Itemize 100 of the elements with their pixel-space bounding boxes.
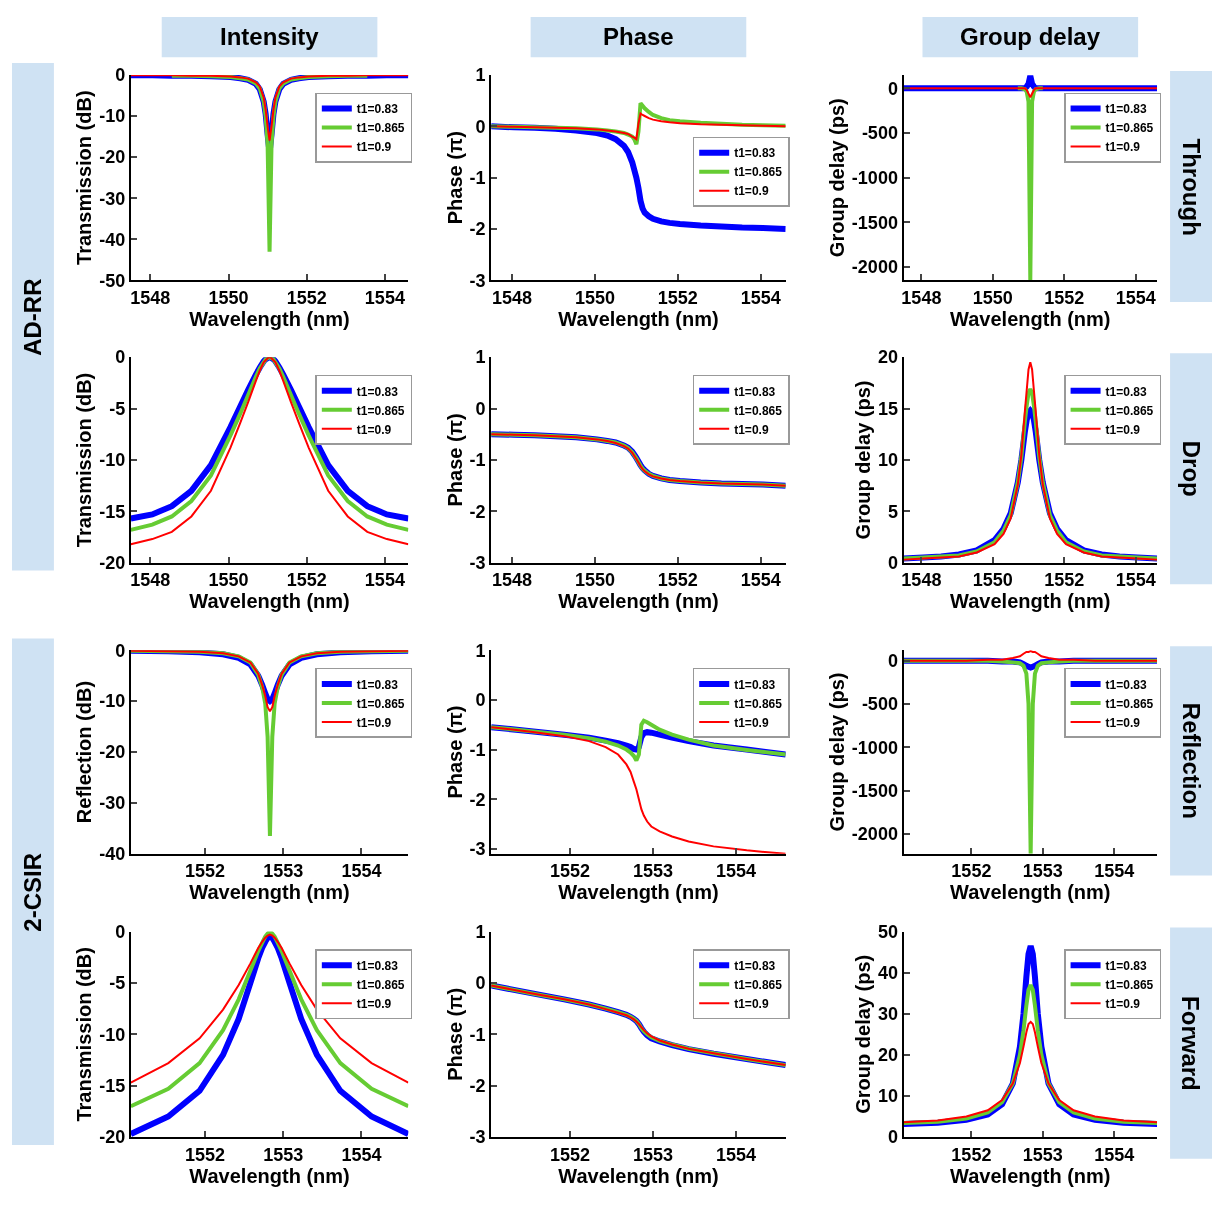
y-tick-label: -5 [109, 973, 126, 994]
y-tick-label: -40 [99, 844, 126, 865]
y-tick-label: -20 [99, 147, 126, 168]
x-tick-label: 1552 [185, 861, 226, 882]
y-tick-label: -3 [469, 553, 486, 574]
legend-label: t1=0.83 [1105, 958, 1147, 973]
x-axis-title: Wavelength (nm) [950, 881, 1111, 904]
y-tick-label: 5 [887, 501, 898, 522]
y-tick-label: -5 [109, 398, 126, 419]
x-tick-label: 1554 [715, 861, 756, 882]
x-tick-label: 1553 [263, 1144, 304, 1165]
x-tick-label: 1554 [1115, 288, 1156, 309]
x-tick-label: 1552 [185, 1144, 226, 1165]
y-axis-title: Phase (π) [443, 987, 466, 1081]
y-tick-label: -1 [469, 450, 486, 471]
x-tick-label: 1553 [263, 861, 304, 882]
y-tick-label: -1000 [851, 167, 898, 188]
y-tick-label: 50 [877, 921, 898, 942]
x-tick-label: 1554 [740, 288, 781, 309]
legend-label: t1=0.9 [1105, 996, 1141, 1011]
x-axis-title: Wavelength (nm) [558, 881, 719, 904]
legend-label: t1=0.865 [356, 403, 405, 418]
y-tick-label: -500 [861, 123, 898, 144]
y-tick-label: -2 [469, 219, 486, 240]
legend-label: t1=0.865 [734, 977, 783, 992]
x-axis-title: Wavelength (nm) [950, 590, 1111, 613]
y-axis-title: Reflection (dB) [73, 680, 96, 824]
y-tick-label: -10 [99, 450, 126, 471]
y-axis-title: Group delay (ps) [825, 672, 848, 832]
x-tick-label: 1553 [1022, 1144, 1063, 1165]
text: Reflection [1177, 702, 1205, 819]
y-tick-label: -2 [469, 501, 486, 522]
legend-label: t1=0.9 [734, 184, 769, 199]
x-tick-label: 1550 [574, 570, 615, 591]
x-tick-label: 1552 [1044, 288, 1085, 309]
y-tick-label: 0 [115, 347, 126, 368]
legend-label: t1=0.865 [1105, 121, 1154, 136]
y-tick-label: 1 [475, 347, 486, 368]
legend-label: t1=0.865 [356, 696, 405, 711]
y-tick-label: -20 [99, 1127, 126, 1148]
y-tick-label: -1 [469, 167, 486, 188]
legend-label: t1=0.83 [356, 958, 399, 973]
x-tick-label: 1553 [632, 1144, 673, 1165]
x-tick-label: 1548 [130, 570, 171, 591]
y-tick-label: 40 [877, 962, 898, 983]
y-axis-title: Phase (π) [443, 705, 466, 799]
y-tick-label: -1500 [851, 212, 898, 233]
legend-label: t1=0.865 [734, 165, 783, 180]
x-tick-label: 1552 [657, 288, 698, 309]
y-tick-label: -2000 [851, 257, 898, 278]
text: AD-RR [19, 278, 47, 356]
x-axis-title: Wavelength (nm) [189, 590, 350, 613]
y-tick-label: -40 [99, 229, 126, 250]
y-tick-label: 0 [475, 116, 486, 137]
y-tick-label: 10 [877, 450, 898, 471]
y-tick-label: -1500 [851, 780, 898, 801]
y-tick-label: 0 [887, 78, 898, 99]
y-tick-label: -3 [469, 270, 486, 291]
y-tick-label: -3 [469, 1127, 486, 1148]
legend-label: t1=0.83 [356, 102, 399, 117]
x-axis-title: Wavelength (nm) [950, 308, 1111, 331]
legend-label: t1=0.9 [356, 140, 392, 155]
y-tick-label: 30 [877, 1004, 898, 1025]
x-tick-label: 1552 [286, 288, 327, 309]
legend-label: t1=0.865 [734, 403, 783, 418]
x-tick-label: 1552 [657, 570, 698, 591]
chart-title: Phase [603, 23, 674, 50]
y-tick-label: -1 [469, 739, 486, 760]
y-tick-label: 20 [877, 1045, 898, 1066]
legend-label: t1=0.9 [1105, 140, 1141, 155]
x-tick-label: 1552 [286, 570, 327, 591]
y-tick-label: -10 [99, 1024, 126, 1045]
x-axis-title: Wavelength (nm) [189, 308, 350, 331]
chart-title: Group delay [960, 23, 1101, 50]
x-axis-title: Wavelength (nm) [189, 881, 350, 904]
x-tick-label: 1548 [130, 288, 171, 309]
x-tick-label: 1552 [549, 861, 591, 882]
legend-label: t1=0.865 [1105, 696, 1154, 711]
y-axis-title: Group delay (ps) [825, 98, 848, 258]
x-tick-label: 1553 [632, 861, 673, 882]
legend-label: t1=0.83 [356, 384, 399, 399]
y-axis-title: Transmission (dB) [73, 372, 96, 548]
x-axis-title: Wavelength (nm) [189, 1164, 350, 1187]
legend-label: t1=0.83 [1105, 384, 1147, 399]
x-axis-title: Wavelength (nm) [558, 1164, 719, 1187]
y-tick-label: -1 [469, 1024, 486, 1045]
y-tick-label: -30 [99, 188, 126, 209]
y-tick-label: 1 [475, 921, 486, 942]
legend-label: t1=0.9 [1105, 422, 1141, 437]
y-tick-label: -1000 [851, 737, 898, 758]
y-tick-label: -15 [99, 501, 126, 522]
x-tick-label: 1548 [901, 288, 942, 309]
y-tick-label: 0 [115, 640, 126, 661]
y-tick-label: -3 [469, 839, 486, 860]
legend-label: t1=0.9 [734, 715, 769, 730]
legend-label: t1=0.9 [734, 422, 769, 437]
x-axis-title: Wavelength (nm) [558, 308, 719, 331]
y-tick-label: 20 [877, 347, 898, 368]
x-tick-label: 1554 [1094, 861, 1135, 882]
y-tick-label: -15 [99, 1075, 126, 1096]
